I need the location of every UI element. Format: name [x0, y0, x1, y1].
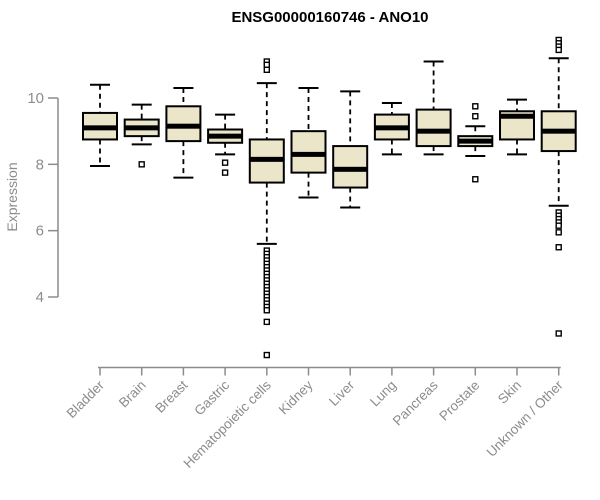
- median-bar: [374, 125, 409, 131]
- iqr-box: [415, 108, 452, 148]
- median-bar: [166, 123, 201, 129]
- outlier-point: [263, 307, 270, 314]
- y-tick-label: 10: [27, 90, 44, 107]
- x-tick-label-liver: Liver: [326, 377, 358, 409]
- median-bar: [208, 133, 243, 139]
- boxplot-lung: [373, 101, 410, 156]
- y-axis-title: Expression: [4, 162, 20, 231]
- boxplot-bladder: [82, 83, 118, 167]
- y-tick-label: 6: [36, 223, 44, 240]
- y-tick-label: 4: [36, 289, 44, 306]
- x-tick-label-brain: Brain: [116, 378, 149, 411]
- boxplot-hematopoietic-cells: [248, 58, 285, 359]
- boxplot-prostate: [457, 103, 494, 183]
- boxplot-breast: [165, 87, 202, 179]
- x-tick-label-breast: Breast: [152, 377, 190, 415]
- median-bar: [458, 138, 493, 144]
- boxplot-brain: [123, 103, 160, 168]
- boxplot-pancreas: [415, 60, 452, 156]
- boxplot-skin: [499, 98, 535, 156]
- outlier-point: [555, 229, 562, 236]
- median-bar: [333, 166, 368, 172]
- median-bar: [291, 151, 326, 157]
- outlier-point: [263, 66, 270, 74]
- outlier-point: [555, 244, 562, 251]
- boxplot-gastric: [207, 113, 244, 176]
- outlier-point: [472, 113, 479, 120]
- outlier-point: [221, 159, 229, 166]
- x-tick-label-pancreas: Pancreas: [390, 377, 441, 428]
- outlier-point: [555, 222, 562, 229]
- x-tick-label-unknown-other: Unknown / Other: [484, 377, 567, 460]
- x-tick-label-gastric: Gastric: [191, 377, 232, 418]
- median-bar: [416, 128, 451, 134]
- outlier-point: [221, 169, 229, 176]
- outlier-point: [138, 161, 145, 168]
- median-bar: [124, 125, 159, 131]
- x-tick-label-prostate: Prostate: [436, 378, 482, 424]
- x-tick-label-kidney: Kidney: [276, 377, 316, 417]
- outlier-point: [472, 103, 479, 110]
- median-bar: [249, 156, 284, 162]
- y-tick-label: 8: [36, 156, 44, 173]
- outlier-point: [472, 176, 479, 183]
- outlier-point: [263, 61, 270, 69]
- median-bar: [541, 128, 576, 134]
- boxplot-liver: [332, 90, 369, 209]
- outlier-point: [555, 46, 562, 54]
- chart-title: ENSG00000160746 - ANO10: [231, 9, 428, 26]
- outlier-point: [263, 351, 270, 359]
- median-bar: [83, 125, 117, 131]
- boxplot-unknown-other: [540, 36, 577, 337]
- boxplot-kidney: [290, 87, 327, 199]
- median-bar: [500, 113, 534, 119]
- outlier-point: [555, 330, 562, 337]
- x-tick-label-skin: Skin: [495, 378, 524, 407]
- x-tick-label-bladder: Bladder: [64, 377, 108, 421]
- x-tick-label-lung: Lung: [367, 378, 399, 410]
- outlier-point: [263, 318, 270, 326]
